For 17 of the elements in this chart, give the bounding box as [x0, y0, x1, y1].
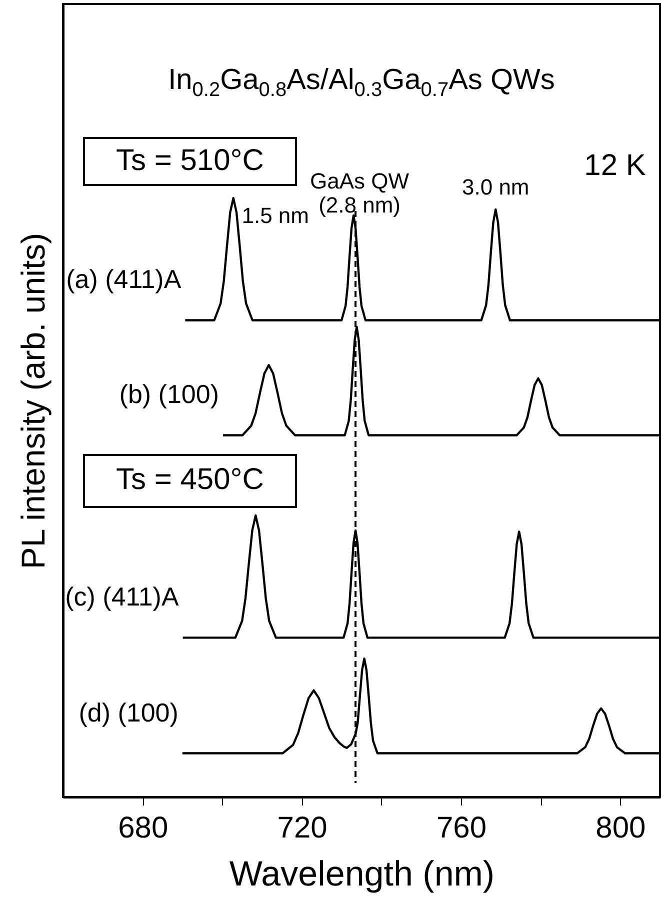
annotation: Ts = 450°C	[116, 463, 264, 496]
chart-title: In$_{0.2}$Ga$_{0.8}$As/Al$_{0.3}$Ga$_{0.7}$As QWs	[168, 64, 555, 101]
y-axis-title: PL intensity (arb. units)	[14, 232, 52, 570]
x-tick-label: 720	[277, 812, 328, 844]
annotation: 3.0 nm	[462, 174, 530, 200]
text: 12 K	[584, 149, 646, 182]
text: Ts = 510°C	[116, 144, 264, 177]
series-label: (a) (411)A	[66, 264, 182, 294]
series-label: (b) (100)	[119, 379, 219, 410]
series-label: (d) (100)	[78, 697, 178, 728]
annotation: GaAs QW (2.8 nm)	[310, 168, 410, 218]
series-label: (c) (411)A	[65, 582, 180, 612]
annotation: 1.5 nm	[242, 203, 309, 228]
x-tick-label: 760	[436, 812, 487, 844]
x-tick-label: 800	[596, 812, 646, 844]
x-tick-label: 680	[118, 812, 168, 844]
x-axis-title: Wavelength (nm)	[229, 854, 495, 894]
